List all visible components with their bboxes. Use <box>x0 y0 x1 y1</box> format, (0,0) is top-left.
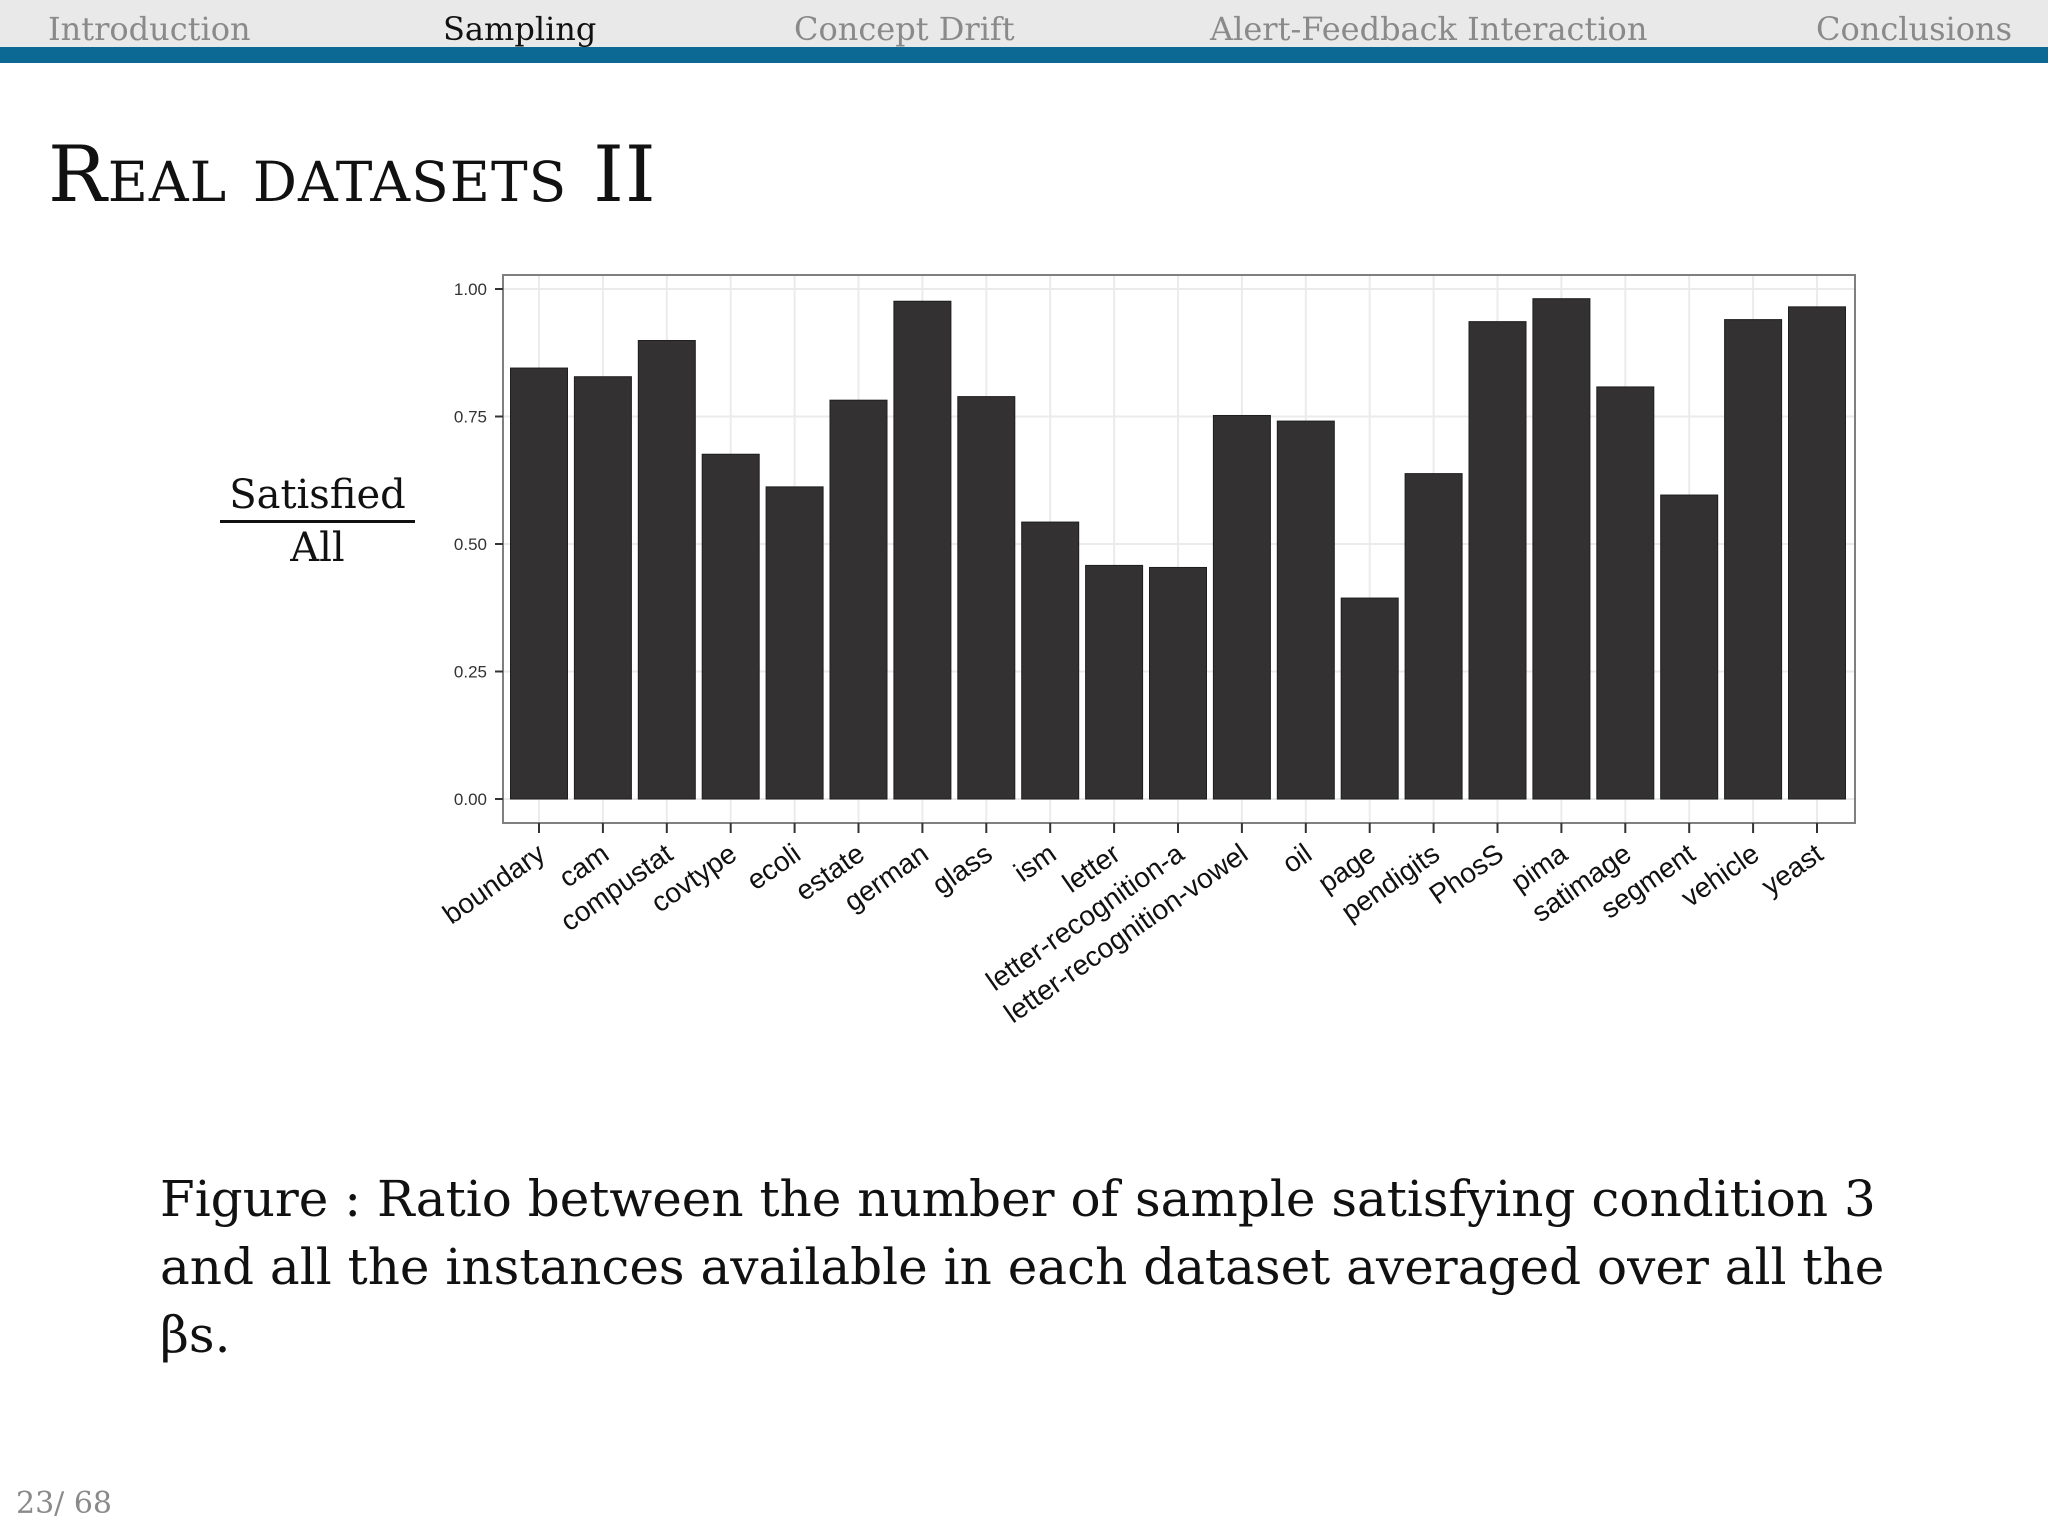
nav-item-sampling[interactable]: Sampling <box>443 10 597 48</box>
bar <box>1212 414 1271 800</box>
bar <box>765 486 824 800</box>
bar <box>1276 420 1335 800</box>
figure-caption: Figure : Ratio between the number of sam… <box>160 1170 1885 1364</box>
bar <box>1468 321 1527 800</box>
x-tick-label: boundary <box>437 838 550 930</box>
y-axis-label: Satisfied All <box>220 472 415 571</box>
y-tick-label: 0.00 <box>454 790 487 809</box>
x-tick-label: ism <box>1008 838 1061 888</box>
nav-item-concept-drift[interactable]: Concept Drift <box>794 10 1015 48</box>
bars <box>510 298 1846 800</box>
bar <box>701 453 760 800</box>
y-tick-label: 0.75 <box>454 408 487 427</box>
bar-chart: 0.00 0.25 0.50 0.75 1.00 boundary camcompusta… <box>437 274 1856 1029</box>
bar <box>1149 566 1207 800</box>
bar <box>573 376 632 800</box>
y-axis-label-numerator: Satisfied <box>220 472 415 523</box>
bar <box>1788 306 1846 800</box>
nav-item-alert-feedback-interaction[interactable]: Alert-Feedback Interaction <box>1210 10 1648 48</box>
bar <box>1021 521 1080 800</box>
nav-item-conclusions[interactable]: Conclusions <box>1816 10 2013 48</box>
y-tick-label: 1.00 <box>454 280 487 299</box>
bar <box>1085 564 1144 800</box>
bar <box>829 399 888 800</box>
bar <box>957 396 1016 800</box>
bar <box>1404 473 1463 800</box>
slide-title: Real datasets II <box>48 130 657 220</box>
x-axis-ticks: boundary camcompustatcovtypeecoliestatege… <box>437 823 1829 1029</box>
bar <box>510 367 568 800</box>
y-tick-label: 0.25 <box>454 663 487 682</box>
bar <box>1340 597 1399 800</box>
y-tick-label: 0.50 <box>454 535 487 554</box>
x-tick-label: yeast <box>1756 837 1829 901</box>
x-tick-label: oil <box>1277 838 1318 879</box>
bar <box>1660 494 1719 800</box>
bar <box>1724 319 1783 800</box>
y-axis-label-denominator: All <box>290 525 345 571</box>
page-number: 23/ 68 <box>16 1486 112 1521</box>
nav-item-introduction[interactable]: Introduction <box>48 10 251 48</box>
x-tick-label: PhosS <box>1424 838 1509 911</box>
bar <box>893 300 952 800</box>
y-axis-ticks: 0.00 0.25 0.50 0.75 1.00 <box>454 280 503 809</box>
x-tick-label: glass <box>926 838 997 901</box>
bar <box>637 340 696 800</box>
bar <box>1596 386 1655 800</box>
bar <box>1532 298 1591 800</box>
nav-bar: Introduction Sampling Concept Drift Aler… <box>0 0 2048 63</box>
